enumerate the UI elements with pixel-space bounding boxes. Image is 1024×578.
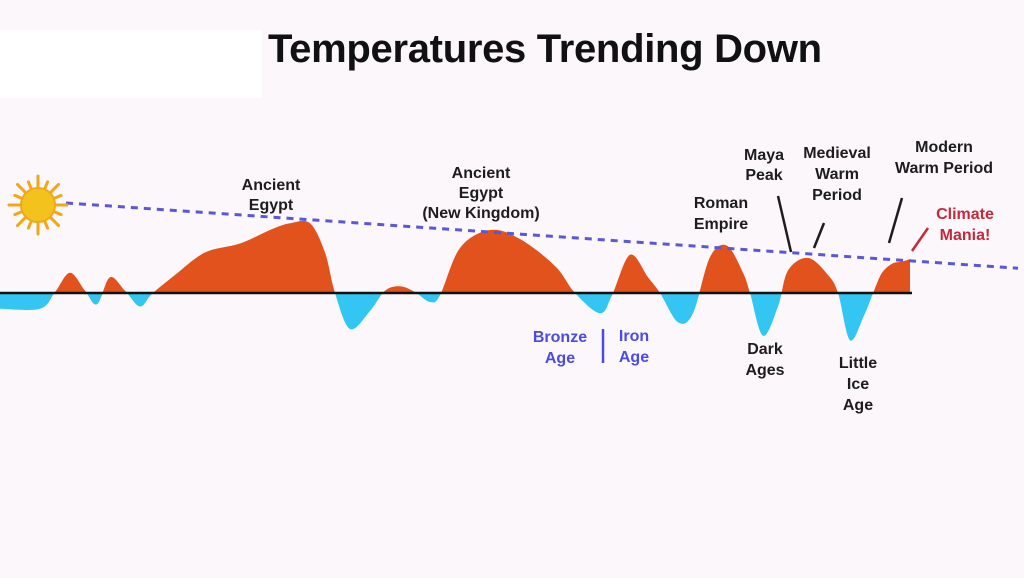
annotation-label: Climate Mania! — [936, 206, 994, 244]
annotation-label: Dark Ages — [745, 341, 784, 379]
annotation-label-line: Age — [619, 349, 649, 366]
annotation-label-line: Modern — [915, 139, 973, 156]
annotation-label: Roman Empire — [694, 195, 748, 233]
sun-ray — [43, 220, 50, 230]
annotation-label-line: Age — [545, 350, 575, 367]
annotation-label-line: Ice — [847, 376, 869, 393]
annotation-label-line: Peak — [745, 167, 782, 184]
temperature-areas — [0, 220, 910, 341]
annotation-leader-line — [887, 197, 904, 244]
annotation-label: Ancient Egypt — [242, 177, 301, 214]
cold-periods-area — [0, 293, 910, 341]
annotation-label-line: Maya — [744, 147, 784, 164]
annotation-dark-ages: Dark Ages — [745, 341, 784, 379]
annotation-label-line: Age — [843, 397, 873, 414]
annotation-iron-age: Iron Age — [601, 328, 649, 366]
annotation-medieval-warm-period: Medieval Warm Period — [803, 145, 871, 249]
annotation-leader-line — [776, 195, 793, 253]
annotation-label-line: Dark — [747, 341, 783, 358]
annotation-label-line: Bronze — [533, 329, 587, 346]
sun-ray — [13, 210, 23, 217]
white-backdrop — [0, 30, 262, 98]
annotation-label-line: Roman — [694, 195, 748, 212]
sun-ray — [15, 182, 27, 194]
warm-periods-area — [0, 220, 910, 293]
annotation-ancient-egypt-new-kingdom: Ancient Egypt (New Kingdom) — [422, 165, 539, 222]
sun-ray — [26, 180, 33, 190]
annotation-maya-peak: Maya Peak — [744, 147, 793, 253]
downward-trend-line — [65, 201, 1019, 270]
annotation-label-line: Egypt — [249, 197, 294, 214]
annotation-label-line: Climate — [936, 206, 994, 223]
annotation-label-line: Mania! — [940, 227, 991, 244]
annotation-label: Maya Peak — [744, 147, 784, 184]
chart-lines — [0, 201, 1019, 295]
annotation-label-line: Empire — [694, 216, 748, 233]
sun-ray — [53, 193, 63, 200]
annotation-label: Iron Age — [619, 328, 649, 366]
chart-title: Temperatures Trending Down — [268, 27, 822, 71]
annotation-label-line: Iron — [619, 328, 649, 345]
annotation-leader-line — [812, 222, 826, 249]
annotation-label-line: Warm Period — [895, 160, 993, 177]
annotation-climate-mania: Climate Mania! — [910, 206, 994, 252]
annotation-label: Bronze Age — [533, 329, 587, 367]
sun-ray — [13, 193, 23, 200]
period-annotations: Ancient Egypt Ancient Egypt (New Kingdom) Rom… — [242, 139, 994, 414]
sun-ray — [26, 220, 33, 230]
annotation-label: Little Ice Age — [839, 355, 877, 414]
annotation-label: Ancient Egypt (New Kingdom) — [422, 165, 539, 222]
sun-ray — [53, 210, 63, 217]
annotation-modern-warm-period: Modern Warm Period — [887, 139, 993, 244]
annotation-leader-line — [910, 227, 930, 252]
sun-disc — [20, 187, 56, 223]
annotation-label-line: Little — [839, 355, 877, 372]
annotation-label-line: Ancient — [452, 165, 511, 182]
annotation-label-line: Ancient — [242, 177, 301, 194]
annotation-label-line: Ages — [745, 362, 784, 379]
annotation-label: Medieval Warm Period — [803, 145, 871, 204]
annotation-label-line: Period — [812, 187, 862, 204]
annotation-label-line: Medieval — [803, 145, 871, 162]
annotation-label-line: (New Kingdom) — [422, 205, 539, 222]
annotation-roman-empire: Roman Empire — [694, 195, 748, 233]
annotation-bronze-age: Bronze Age — [533, 329, 587, 367]
sun-ray — [49, 182, 61, 194]
annotation-label-line: Warm — [815, 166, 859, 183]
sun-ray — [49, 216, 61, 228]
annotation-label: Modern Warm Period — [895, 139, 993, 177]
sun-ray — [15, 216, 27, 228]
sun-icon — [7, 174, 69, 236]
annotation-label-line: Egypt — [459, 185, 504, 202]
annotation-ancient-egypt: Ancient Egypt — [242, 177, 301, 214]
annotation-little-ice-age: Little Ice Age — [839, 355, 877, 414]
sun-ray — [43, 180, 50, 190]
